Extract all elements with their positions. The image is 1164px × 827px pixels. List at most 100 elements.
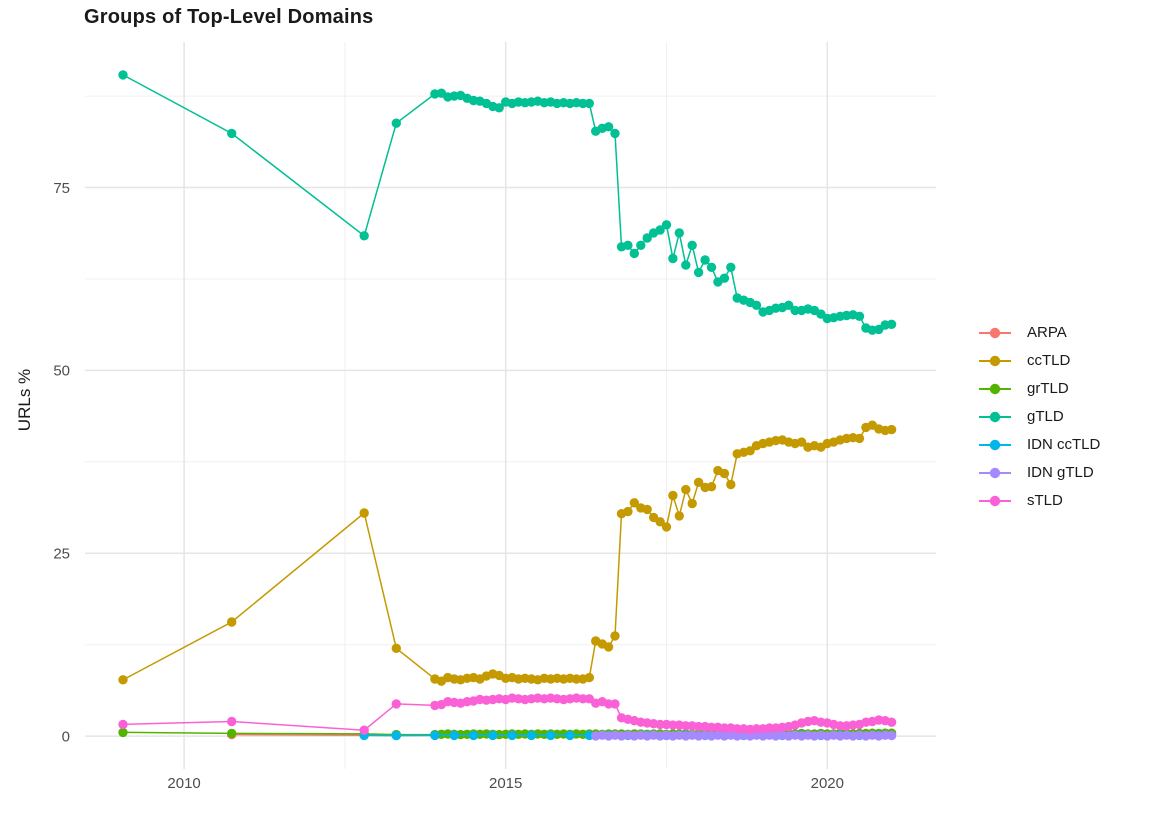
data-point (623, 240, 633, 250)
legend-item-sTLD: sTLD (977, 491, 1100, 511)
data-point (726, 262, 736, 272)
data-point (623, 506, 633, 517)
x-tick-label: 2010 (167, 775, 200, 792)
data-point (854, 433, 865, 444)
legend-key-dot (989, 495, 1001, 507)
data-point (584, 672, 594, 683)
series-IDN-gTLD (591, 730, 897, 741)
legend-key-icon (979, 327, 1011, 339)
data-point (359, 508, 369, 518)
data-point (391, 643, 401, 653)
data-point (391, 118, 401, 128)
data-point (687, 498, 697, 509)
x-tick-label: 2020 (811, 775, 844, 792)
y-tick-label: 25 (53, 546, 70, 563)
data-point (118, 675, 128, 685)
data-point (526, 730, 537, 741)
legend-label: ARPA (1027, 324, 1067, 341)
data-point (668, 490, 678, 501)
data-point (227, 728, 237, 739)
data-point (854, 311, 865, 321)
legend-key-dot (989, 355, 1001, 367)
data-point (494, 103, 504, 113)
data-point (668, 253, 678, 264)
series-gTLD (118, 70, 897, 335)
data-point (681, 260, 691, 270)
data-point (227, 128, 237, 139)
data-point (745, 446, 755, 456)
y-tick-label: 75 (53, 180, 70, 197)
data-point (449, 730, 459, 741)
legend-key-icon (979, 411, 1011, 423)
legend-label: IDN ccTLD (1027, 436, 1101, 453)
data-point (642, 504, 652, 515)
data-point (359, 725, 369, 735)
data-point (359, 231, 369, 241)
data-point (603, 122, 614, 132)
data-point (610, 128, 620, 139)
data-point (507, 730, 517, 741)
legend-key-icon (979, 495, 1011, 507)
data-point (693, 267, 704, 278)
data-point (655, 517, 665, 527)
data-point (751, 724, 762, 734)
legend-item-gTLD: gTLD (977, 407, 1100, 427)
legend-key-icon (979, 383, 1011, 395)
data-point (391, 730, 401, 741)
data-point (227, 716, 237, 727)
data-point (886, 319, 897, 329)
legend-item-grTLD: grTLD (977, 379, 1100, 399)
data-point (790, 305, 800, 316)
data-point (636, 240, 646, 250)
series-ccTLD (118, 420, 897, 686)
legend-label: gTLD (1027, 408, 1064, 425)
data-point (655, 225, 665, 235)
data-point (546, 730, 556, 741)
legend-key-dot (989, 383, 1001, 395)
legend-label: ccTLD (1027, 352, 1071, 369)
y-tick-label: 0 (62, 728, 70, 745)
legend-key-icon (979, 355, 1011, 367)
data-point (584, 98, 594, 109)
gridlines-major (85, 42, 936, 769)
legend-key-dot (989, 467, 1001, 479)
data-point (706, 262, 717, 272)
data-point (610, 699, 620, 709)
data-point (751, 300, 762, 310)
legend-key-dot (989, 411, 1001, 423)
series-sTLD (118, 693, 897, 735)
series-line (122, 74, 892, 331)
data-point (391, 699, 401, 709)
legend-label: sTLD (1027, 492, 1063, 509)
legend-item-ccTLD: ccTLD (977, 351, 1100, 371)
data-point (732, 724, 742, 734)
data-point (693, 477, 704, 487)
data-point (693, 721, 704, 732)
legend: ARPA ccTLD grTLD gTLD IDN ccTLD IDN gTLD sTLD (977, 323, 1100, 511)
data-point (118, 727, 128, 738)
data-point (227, 617, 237, 627)
data-point (629, 498, 639, 508)
data-point (430, 730, 440, 741)
data-point (603, 642, 614, 652)
data-point (674, 228, 684, 238)
data-point (674, 511, 684, 521)
data-point (118, 719, 128, 730)
legend-label: IDN gTLD (1027, 464, 1094, 481)
data-point (886, 717, 897, 727)
data-point (642, 233, 652, 243)
data-point (488, 730, 498, 741)
data-point (687, 240, 697, 250)
x-tick-label: 2015 (489, 775, 522, 792)
legend-item-ARPA: ARPA (977, 323, 1100, 343)
data-point (661, 220, 672, 230)
legend-item-IDN-ccTLD: IDN ccTLD (977, 435, 1100, 455)
legend-key-icon (979, 467, 1011, 479)
data-point (886, 730, 897, 741)
data-point (571, 674, 582, 684)
data-point (661, 522, 672, 532)
data-point (719, 273, 730, 283)
data-point (726, 479, 736, 490)
